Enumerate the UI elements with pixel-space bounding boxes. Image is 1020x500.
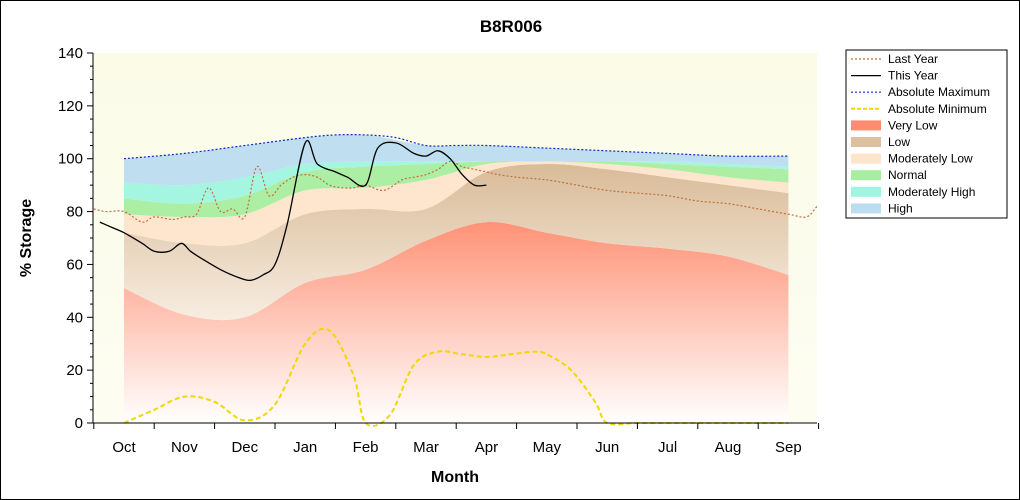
x-tick-label: Sep [775, 439, 802, 456]
y-tick-label: 100 [58, 151, 83, 168]
legend-label: Moderately High [888, 185, 975, 199]
legend-label: Very Low [888, 118, 938, 132]
legend-swatch [851, 186, 881, 197]
legend-label: High [888, 201, 913, 215]
x-tick-label: May [533, 439, 562, 456]
x-axis-title: Month [431, 469, 479, 486]
legend-item: Last Year [851, 52, 938, 66]
band-low [124, 163, 789, 321]
series-absolute-maximum [123, 134, 789, 160]
x-tick-label: Aug [715, 439, 742, 456]
x-tick-label: Jul [658, 439, 677, 456]
x-tick-label: Dec [231, 439, 258, 456]
x-tick-label: Jun [595, 439, 619, 456]
y-axis-title: % Storage [18, 199, 35, 277]
x-tick-label: Nov [171, 439, 198, 456]
legend-item: Absolute Maximum [851, 85, 990, 99]
band-moderately-high [124, 161, 789, 204]
x-tick-label: Oct [112, 439, 136, 456]
legend-label: Moderately Low [888, 152, 973, 166]
legend-label: Absolute Maximum [888, 85, 990, 99]
chart-title: B8R006 [480, 17, 542, 36]
legend-swatch [851, 137, 881, 147]
lines-layer [93, 134, 818, 427]
legend-label: Last Year [888, 52, 938, 66]
axes-layer: 0 20 40 60 80 100 120 140 Oct Nov Dec Jan Feb Mar Apr M… [58, 45, 820, 456]
legend-item: High [851, 201, 913, 215]
x-tick-label: Feb [353, 439, 379, 456]
y-tick-label: 120 [58, 98, 83, 115]
legend-label: This Year [888, 69, 938, 83]
band-moderately-low [124, 161, 789, 246]
legend-item: Normal [851, 168, 927, 182]
legend-item: Very Low [851, 118, 938, 132]
legend-item: Low [851, 135, 910, 149]
y-tick-label: 140 [58, 45, 83, 62]
x-tick-label: Jan [293, 439, 317, 456]
x-tick-label: Mar [413, 439, 439, 456]
legend-item: Moderately Low [851, 152, 973, 166]
legend-label: Low [888, 135, 910, 149]
legend-label: Absolute Minimum [888, 102, 987, 116]
legend-item: Moderately High [851, 185, 975, 199]
legend-item: This Year [851, 69, 938, 83]
legend-label: Normal [888, 168, 927, 182]
y-tick-label: 20 [66, 362, 83, 379]
band-normal [124, 161, 789, 218]
y-tick-label: 0 [75, 415, 83, 432]
legend-swatch [851, 153, 881, 164]
legend: Last Year This Year Absolute Maximum Absolu… [845, 49, 1008, 219]
band-high [124, 134, 789, 186]
x-tick-label: Apr [475, 439, 498, 456]
y-tick-label: 40 [66, 309, 83, 326]
y-tick-label: 80 [66, 204, 83, 221]
series-last-year [93, 160, 818, 223]
legend-swatch [851, 120, 881, 131]
bands-layer [124, 134, 789, 423]
y-tick-label: 60 [66, 256, 83, 273]
legend-swatch [851, 203, 881, 214]
legend-item: Absolute Minimum [851, 102, 987, 116]
series-this-year [99, 140, 487, 282]
legend-swatch [851, 170, 881, 181]
series-absolute-minimum [123, 327, 789, 427]
